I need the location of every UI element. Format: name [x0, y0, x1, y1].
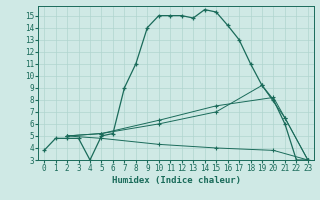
X-axis label: Humidex (Indice chaleur): Humidex (Indice chaleur)	[111, 176, 241, 185]
